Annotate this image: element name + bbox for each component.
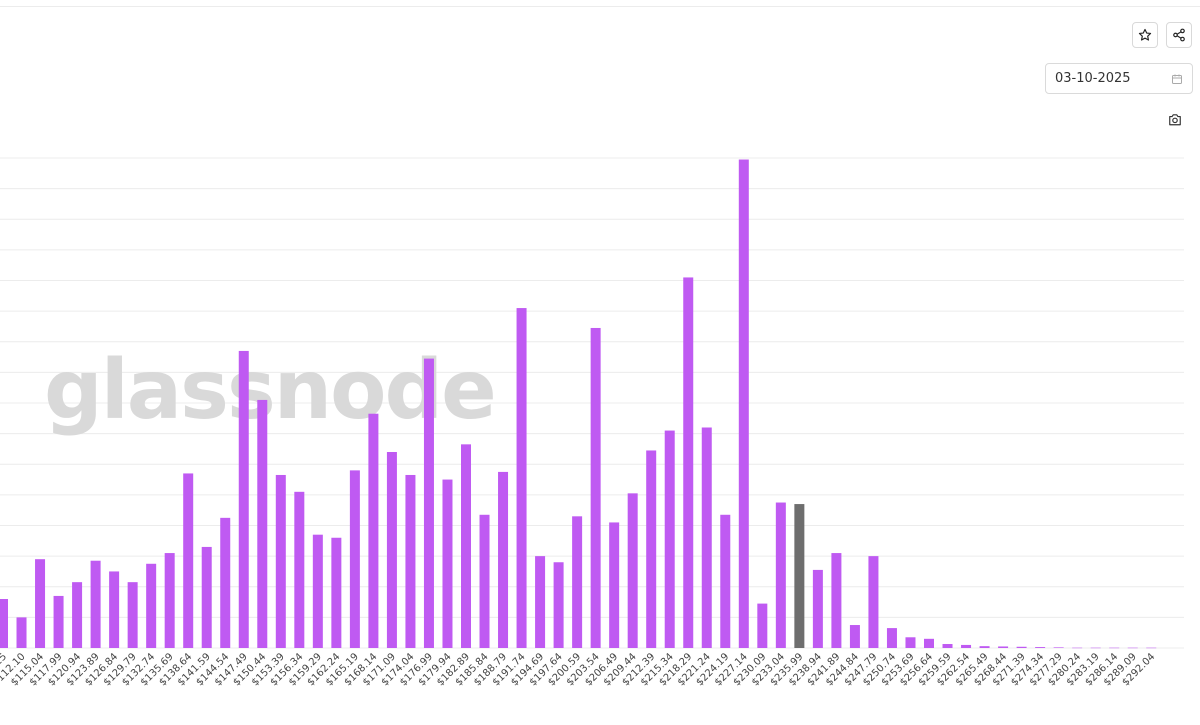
bar[interactable]	[849, 625, 860, 648]
bar[interactable]	[1035, 647, 1046, 648]
bar[interactable]	[35, 559, 46, 648]
bar[interactable]	[812, 569, 823, 648]
bar[interactable]	[0, 599, 8, 648]
bar[interactable]	[998, 646, 1009, 648]
x-axis-ticks: $109.15$112.10$115.04$117.99$120.94$123.…	[0, 651, 1157, 688]
bar[interactable]	[127, 582, 138, 648]
bar[interactable]	[90, 560, 101, 648]
bar[interactable]	[1109, 647, 1120, 649]
bar[interactable]	[1146, 647, 1157, 649]
bar[interactable]	[516, 308, 527, 648]
favorite-button[interactable]	[1132, 22, 1158, 48]
bar[interactable]	[257, 399, 268, 648]
bar[interactable]	[1072, 647, 1083, 649]
bar[interactable]	[627, 493, 638, 648]
bar[interactable]	[1016, 646, 1027, 648]
bar[interactable]	[775, 502, 786, 648]
bar[interactable]	[220, 517, 231, 648]
bar[interactable]	[498, 471, 509, 648]
bar[interactable]	[535, 556, 546, 648]
watermark: glassnode	[44, 343, 495, 438]
bar[interactable]	[1127, 647, 1138, 649]
bar[interactable]	[1053, 647, 1064, 648]
date-picker[interactable]: 03-10-2025	[1045, 63, 1193, 94]
bar[interactable]	[72, 582, 83, 648]
calendar-icon	[1172, 74, 1182, 84]
bar[interactable]	[553, 562, 564, 648]
bar[interactable]	[53, 595, 64, 648]
bar[interactable]	[720, 514, 731, 648]
bar[interactable]	[590, 327, 601, 648]
bar[interactable]	[238, 350, 249, 648]
bar[interactable]	[442, 479, 453, 648]
bar[interactable]	[479, 514, 490, 648]
bar[interactable]	[961, 644, 972, 648]
bar[interactable]	[386, 452, 397, 648]
bar[interactable]	[16, 617, 27, 648]
bar[interactable]	[164, 553, 175, 648]
bar[interactable]	[979, 646, 990, 648]
bar[interactable]	[368, 413, 379, 648]
bar[interactable]	[405, 474, 416, 648]
bar[interactable]	[183, 473, 194, 648]
bar[interactable]	[942, 644, 953, 648]
bar[interactable]	[738, 159, 749, 648]
bar[interactable]	[905, 637, 916, 648]
share-icon	[1173, 28, 1185, 42]
camera-icon	[1169, 114, 1181, 126]
bar[interactable]	[609, 522, 620, 648]
bars	[0, 159, 1157, 649]
bar[interactable]	[664, 430, 675, 648]
bar[interactable]	[275, 474, 286, 648]
date-value: 03-10-2025	[1055, 71, 1131, 86]
bar[interactable]	[683, 277, 694, 648]
top-divider	[0, 6, 1200, 7]
bar[interactable]	[868, 556, 879, 648]
bar[interactable]	[461, 444, 471, 648]
bar[interactable]	[794, 504, 805, 648]
bar[interactable]	[886, 628, 897, 648]
bar[interactable]	[423, 358, 434, 648]
bar[interactable]	[572, 516, 583, 648]
bar[interactable]	[1090, 647, 1101, 649]
star-icon	[1138, 28, 1152, 41]
bar[interactable]	[146, 563, 157, 648]
bar[interactable]	[757, 603, 768, 648]
bar[interactable]	[831, 553, 842, 648]
bar[interactable]	[312, 534, 323, 648]
share-button[interactable]	[1166, 22, 1192, 48]
bar[interactable]	[109, 571, 120, 648]
screenshot-button[interactable]	[1168, 111, 1182, 130]
bar[interactable]	[294, 491, 305, 648]
bar[interactable]	[701, 427, 712, 649]
bar[interactable]	[646, 450, 657, 648]
bar[interactable]	[349, 470, 360, 648]
bar[interactable]	[201, 546, 212, 648]
bar[interactable]	[331, 537, 342, 648]
bar[interactable]	[924, 638, 934, 648]
